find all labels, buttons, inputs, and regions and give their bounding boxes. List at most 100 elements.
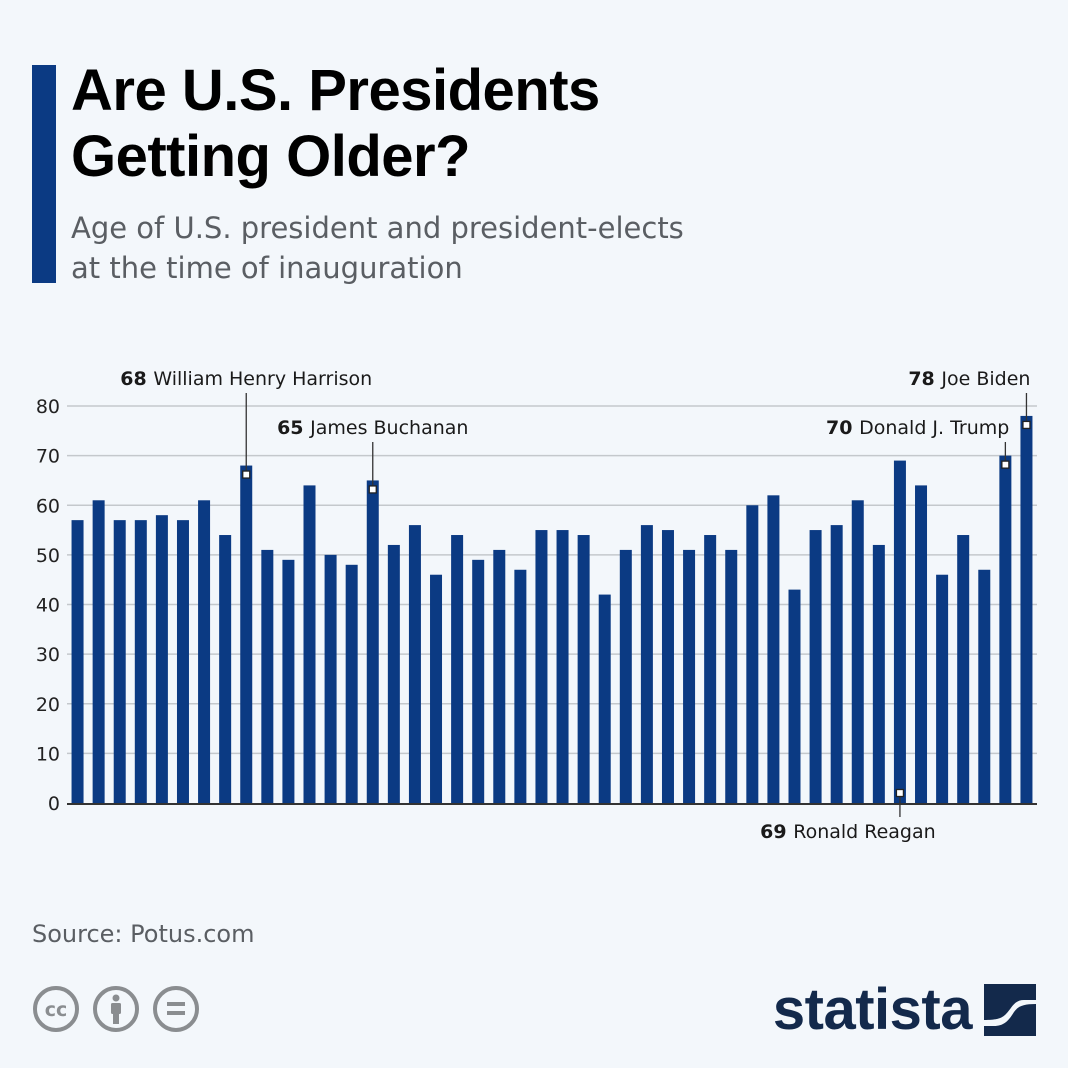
bar — [155, 515, 168, 803]
y-tick-label: 40 — [36, 595, 60, 617]
bar — [198, 500, 211, 803]
bar — [704, 535, 717, 803]
annotation-value: 70 — [826, 417, 859, 439]
chart-subtitle: Age of U.S. president and president-elec… — [71, 208, 684, 288]
annotation-name: Donald J. Trump — [859, 417, 1009, 439]
annotation-marker — [242, 470, 251, 479]
license-icons: cc — [32, 985, 200, 1033]
bar — [303, 485, 316, 803]
attribution-icon[interactable] — [92, 985, 140, 1033]
bar — [366, 480, 379, 803]
bar — [240, 465, 253, 803]
bar — [830, 525, 843, 803]
chart-title: Are U.S. Presidents Getting Older? — [71, 58, 600, 190]
bar — [514, 569, 527, 803]
statista-mark-icon — [984, 984, 1036, 1036]
annotation: 78 Joe Biden — [908, 368, 1031, 430]
title-line-1: Are U.S. Presidents — [71, 58, 600, 123]
y-tick-label: 60 — [36, 495, 60, 517]
annotation-marker — [895, 788, 905, 798]
bar — [809, 530, 822, 803]
y-tick-label: 10 — [36, 743, 60, 765]
bars — [71, 415, 1033, 803]
bar — [957, 535, 970, 803]
annotation-label: 78 Joe Biden — [908, 368, 1030, 390]
y-tick-label: 20 — [36, 694, 60, 716]
annotation-label: 65 James Buchanan — [277, 417, 468, 439]
bar — [683, 549, 696, 803]
bar — [219, 535, 232, 803]
title-line-2: Getting Older? — [71, 124, 471, 189]
bar-chart: 0 10 20 30 40 50 60 70 80 68 William Henry Harri… — [36, 368, 1037, 843]
bar — [598, 594, 611, 803]
bar — [134, 520, 147, 803]
bar — [261, 549, 274, 803]
bar — [71, 520, 84, 803]
no-derivatives-icon[interactable] — [152, 985, 200, 1033]
y-tick-label: 30 — [36, 644, 60, 666]
bar — [1020, 415, 1033, 803]
title-accent-bar — [32, 65, 56, 283]
annotation-marker — [1022, 420, 1031, 430]
annotation-value: 69 — [760, 821, 793, 843]
bar — [872, 544, 885, 803]
annotation-name: William Henry Harrison — [153, 368, 372, 390]
y-tick-label: 70 — [36, 446, 60, 468]
annotation-marker — [368, 485, 377, 494]
subtitle-line-2: at the time of inauguration — [71, 251, 463, 285]
bar — [430, 574, 443, 803]
bar — [725, 549, 738, 803]
bar — [915, 485, 928, 803]
grid-lines — [67, 405, 1037, 755]
statista-logo[interactable]: statista — [773, 980, 1036, 1040]
annotation: 70 Donald J. Trump — [826, 417, 1010, 469]
bar — [92, 500, 105, 803]
bar — [472, 559, 485, 803]
annotation-value: 65 — [277, 417, 310, 439]
bar — [619, 549, 632, 803]
bar — [767, 495, 780, 803]
bar — [493, 549, 506, 803]
bar — [176, 520, 189, 803]
annotation-name: Joe Biden — [940, 368, 1030, 390]
svg-text:cc: cc — [45, 999, 68, 1021]
source-note: Source: Potus.com — [32, 920, 255, 948]
annotations: 68 William Henry Harrison 65 James Buchan… — [120, 368, 1031, 843]
bar — [451, 535, 464, 803]
bar — [408, 525, 421, 803]
y-tick-label: 50 — [36, 545, 60, 567]
bar — [661, 530, 674, 803]
y-tick-label: 80 — [36, 396, 60, 418]
bar — [851, 500, 864, 803]
bar — [387, 544, 400, 803]
bar — [113, 520, 126, 803]
bar — [788, 589, 801, 803]
bar — [999, 455, 1012, 803]
annotation-label: 68 William Henry Harrison — [120, 368, 372, 390]
bar — [893, 460, 906, 803]
annotation-label: 69 Ronald Reagan — [760, 821, 936, 843]
annotation: 69 Ronald Reagan — [760, 788, 936, 843]
bar — [282, 559, 295, 803]
y-axis-ticks: 0 10 20 30 40 50 60 70 80 — [36, 396, 60, 815]
cc-icon[interactable]: cc — [32, 985, 80, 1033]
annotation: 65 James Buchanan — [277, 417, 468, 494]
bar — [978, 569, 991, 803]
annotation-value: 68 — [120, 368, 153, 390]
annotation-marker — [1001, 460, 1010, 469]
y-tick-label: 0 — [48, 793, 60, 815]
bar — [535, 530, 548, 803]
bar — [556, 530, 569, 803]
bar — [345, 564, 358, 803]
subtitle-line-1: Age of U.S. president and president-elec… — [71, 211, 684, 245]
bar — [577, 535, 590, 803]
annotation-name: James Buchanan — [309, 417, 468, 439]
bar — [324, 554, 337, 803]
annotation-value: 78 — [908, 368, 941, 390]
bar — [640, 525, 653, 803]
annotation: 68 William Henry Harrison — [120, 368, 372, 479]
logo-text: statista — [772, 977, 973, 1042]
annotation-label: 70 Donald J. Trump — [826, 417, 1009, 439]
annotation-name: Ronald Reagan — [793, 821, 935, 843]
bar — [746, 505, 759, 803]
